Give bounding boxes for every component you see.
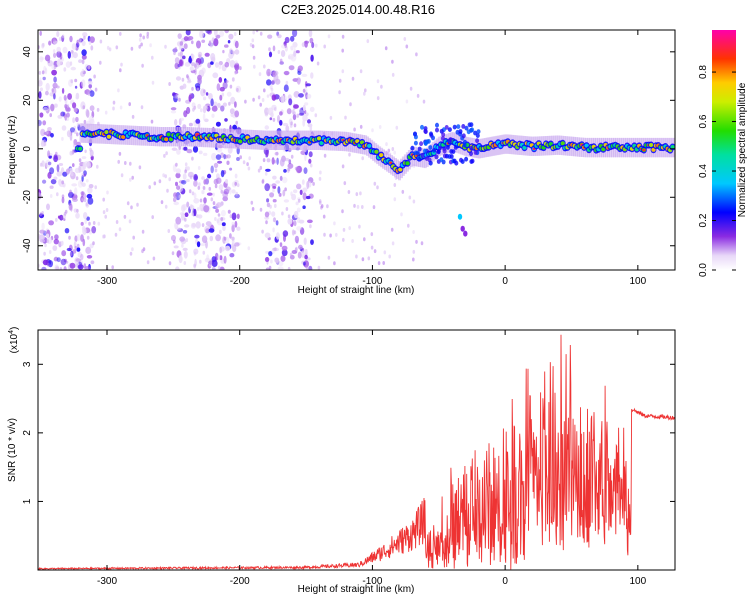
colorbar: 0.0 0.2 0.4 0.6 0.8 Normalized spectral ampl… bbox=[698, 30, 748, 277]
chart-title: C2E3.2025.014.00.48.R16 bbox=[281, 2, 435, 17]
noise-band-2 bbox=[263, 30, 315, 270]
x-tick-label: -100 bbox=[362, 576, 382, 587]
x-tick-label: 100 bbox=[629, 576, 646, 587]
snr-y-label: SNR (10 * v/v) bbox=[7, 418, 18, 482]
snr-panel: -300 -200 -100 0 100 1 2 3 Height of straight … bbox=[7, 327, 676, 595]
x-tick-label: -200 bbox=[230, 576, 250, 587]
snr-frame bbox=[37, 329, 676, 571]
colorbar-gradient bbox=[712, 30, 736, 270]
x-tick-label: 0 bbox=[502, 276, 508, 287]
noise-band-0 bbox=[38, 30, 97, 270]
outlier-point bbox=[457, 213, 463, 220]
y-tick-label: 40 bbox=[22, 46, 33, 58]
colorbar-tick-label: 0.2 bbox=[698, 213, 709, 227]
spectrogram-y-ticks: -40 -20 0 20 40 bbox=[22, 46, 675, 253]
outlier-point bbox=[463, 230, 468, 237]
spectrogram-x-ticks: -300 -200 -100 0 100 bbox=[97, 30, 647, 287]
snr-x-ticks: -300 -200 -100 0 100 bbox=[97, 330, 647, 587]
colorbar-tick-label: 0.6 bbox=[698, 114, 709, 128]
y-tick-label: 0 bbox=[22, 146, 33, 152]
snr-marks bbox=[38, 334, 675, 570]
x-tick-label: -300 bbox=[97, 276, 117, 287]
spectrogram-frame bbox=[37, 29, 676, 271]
outlier-points bbox=[457, 213, 468, 237]
colorbar-tick-label: 0.4 bbox=[698, 164, 709, 178]
snr-y-scale: (x104) bbox=[8, 327, 20, 354]
colorbar-label: Normalized spectral amplitude bbox=[737, 82, 748, 217]
colorbar-tick-label: 0.8 bbox=[698, 65, 709, 79]
x-tick-label: 0 bbox=[502, 576, 508, 587]
noise-band-1 bbox=[170, 30, 242, 270]
spectrogram-y-label: Frequency (Hz) bbox=[7, 116, 18, 185]
x-tick-label: 100 bbox=[629, 276, 646, 287]
y-tick-label: -40 bbox=[22, 238, 33, 253]
colorbar-ticks: 0.0 0.2 0.4 0.6 0.8 bbox=[698, 65, 736, 277]
sparse-speckle bbox=[38, 30, 426, 270]
snr-y-ticks: 1 2 3 bbox=[22, 361, 675, 504]
y-tick-label: 20 bbox=[22, 94, 33, 106]
outlier-point bbox=[460, 225, 465, 232]
y-tick-label: -20 bbox=[22, 190, 33, 205]
snr-series-line bbox=[38, 334, 675, 570]
snr-x-label: Height of straight line (km) bbox=[298, 584, 415, 595]
disturbance-blobs bbox=[410, 122, 481, 166]
x-tick-label: -200 bbox=[230, 276, 250, 287]
spectrogram-marks bbox=[38, 30, 675, 270]
x-tick-label: -300 bbox=[97, 576, 117, 587]
spectrogram-x-label: Height of straight line (km) bbox=[298, 285, 415, 296]
x-tick-label: -100 bbox=[362, 276, 382, 287]
colorbar-tick-label: 0.0 bbox=[698, 263, 709, 277]
y-tick-label: 2 bbox=[22, 430, 33, 436]
y-tick-label: 1 bbox=[22, 498, 33, 504]
y-tick-label: 3 bbox=[22, 361, 33, 367]
